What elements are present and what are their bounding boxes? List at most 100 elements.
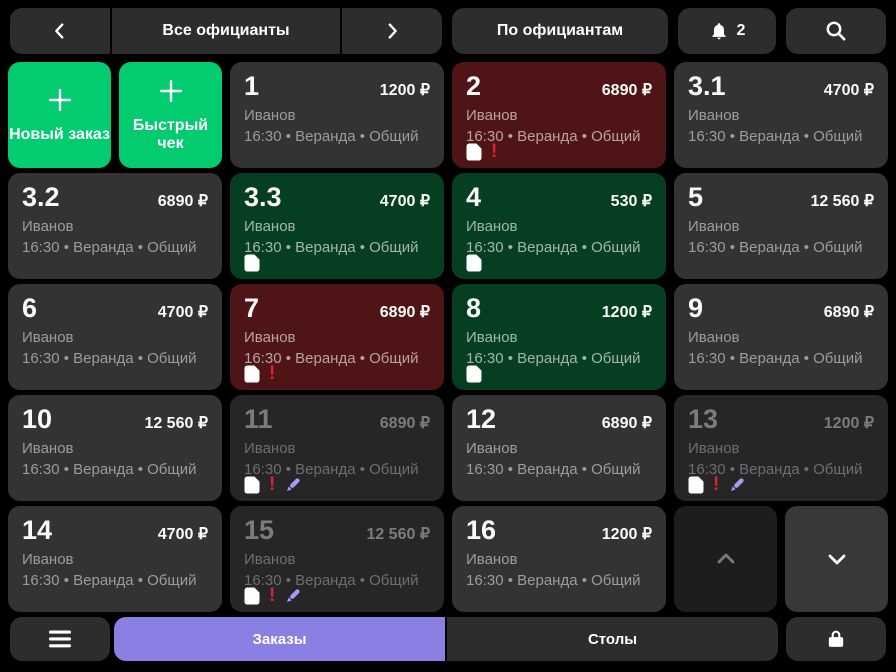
lock-button[interactable] — [786, 617, 886, 661]
order-badges: ! — [466, 142, 497, 161]
chevron-left-icon — [49, 20, 71, 42]
order-waiter: Иванов — [466, 551, 518, 569]
order-number: 14 — [22, 515, 53, 545]
order-number: 6 — [22, 293, 38, 323]
plus-icon — [46, 86, 74, 114]
alert-icon: ! — [269, 585, 276, 606]
order-card[interactable]: 14 4700 ₽ Иванов 16:30 • Веранда • Общий — [8, 506, 222, 612]
order-price: 4700 ₽ — [823, 82, 874, 99]
order-number: 7 — [244, 293, 260, 323]
order-price: 6890 ₽ — [601, 415, 652, 432]
order-waiter: Иванов — [466, 107, 518, 125]
order-badges: ! — [244, 364, 275, 383]
order-card[interactable]: 6 4700 ₽ Иванов 16:30 • Веранда • Общий — [8, 284, 222, 390]
order-waiter: Иванов — [244, 218, 296, 236]
scroll-down-button[interactable] — [785, 506, 888, 612]
order-card[interactable]: 9 6890 ₽ Иванов 16:30 • Веранда • Общий — [674, 284, 888, 390]
order-card[interactable]: 13 1200 ₽ Иванов 16:30 • Веранда • Общий … — [674, 395, 888, 501]
lock-icon — [825, 628, 847, 650]
new-order-label: Новый заказ — [9, 126, 110, 143]
order-badges: ! — [244, 586, 302, 605]
order-waiter: Иванов — [466, 329, 518, 347]
search-button[interactable] — [786, 8, 886, 54]
order-card[interactable]: 15 12 560 ₽ Иванов 16:30 • Веранда • Общи… — [230, 506, 444, 612]
order-price: 12 560 ₽ — [366, 526, 430, 543]
order-waiter: Иванов — [688, 329, 740, 347]
notifications-button[interactable]: 2 — [678, 8, 776, 54]
order-meta: 16:30 • Веранда • Общий — [244, 128, 419, 146]
prev-waiter-button[interactable] — [10, 8, 110, 54]
hamburger-icon — [48, 629, 72, 649]
order-badges: ! — [688, 475, 746, 494]
order-card[interactable]: 16 1200 ₽ Иванов 16:30 • Веранда • Общий — [452, 506, 666, 612]
order-price: 6890 ₽ — [601, 82, 652, 99]
order-number: 1 — [244, 71, 260, 101]
order-meta: 16:30 • Веранда • Общий — [244, 350, 419, 368]
chevron-up-icon — [712, 545, 740, 573]
order-number: 10 — [22, 404, 53, 434]
order-meta: 16:30 • Веранда • Общий — [688, 350, 863, 368]
order-waiter: Иванов — [244, 329, 296, 347]
order-card[interactable]: 7 6890 ₽ Иванов 16:30 • Веранда • Общий ! — [230, 284, 444, 390]
waiter-filter-label[interactable]: Все официанты — [112, 8, 340, 54]
order-waiter: Иванов — [22, 329, 74, 347]
quick-check-button[interactable]: Быстрый чек — [119, 62, 222, 168]
order-price: 6890 ₽ — [379, 304, 430, 321]
next-waiter-button[interactable] — [342, 8, 442, 54]
pencil-icon — [284, 587, 302, 605]
order-card[interactable]: 11 6890 ₽ Иванов 16:30 • Веранда • Общий … — [230, 395, 444, 501]
order-card[interactable]: 3.3 4700 ₽ Иванов 16:30 • Веранда • Общий — [230, 173, 444, 279]
search-icon — [824, 19, 848, 43]
order-waiter: Иванов — [244, 107, 296, 125]
order-price: 1200 ₽ — [601, 304, 652, 321]
order-meta: 16:30 • Веранда • Общий — [688, 461, 863, 479]
order-card[interactable]: 1 1200 ₽ Иванов 16:30 • Веранда • Общий — [230, 62, 444, 168]
order-card[interactable]: 5 12 560 ₽ Иванов 16:30 • Веранда • Общий — [674, 173, 888, 279]
order-card[interactable]: 3.2 6890 ₽ Иванов 16:30 • Веранда • Общий — [8, 173, 222, 279]
pencil-icon — [284, 476, 302, 494]
order-waiter: Иванов — [688, 218, 740, 236]
order-price: 6890 ₽ — [157, 193, 208, 210]
order-waiter: Иванов — [244, 440, 296, 458]
order-number: 3.1 — [688, 71, 726, 101]
order-meta: 16:30 • Веранда • Общий — [22, 572, 197, 590]
order-waiter: Иванов — [22, 440, 74, 458]
order-card[interactable]: 12 6890 ₽ Иванов 16:30 • Веранда • Общий — [452, 395, 666, 501]
order-number: 16 — [466, 515, 497, 545]
order-card[interactable]: 4 530 ₽ Иванов 16:30 • Веранда • Общий — [452, 173, 666, 279]
order-card[interactable]: 2 6890 ₽ Иванов 16:30 • Веранда • Общий ! — [452, 62, 666, 168]
view-tabs: Заказы Столы — [114, 617, 778, 661]
order-waiter: Иванов — [22, 551, 74, 569]
scroll-up-button[interactable] — [674, 506, 777, 612]
order-price: 1200 ₽ — [601, 526, 652, 543]
order-price: 1200 ₽ — [823, 415, 874, 432]
order-card[interactable]: 8 1200 ₽ Иванов 16:30 • Веранда • Общий — [452, 284, 666, 390]
order-price: 12 560 ₽ — [810, 193, 874, 210]
order-number: 2 — [466, 71, 482, 101]
order-price: 4700 ₽ — [157, 526, 208, 543]
receipt-icon — [466, 254, 482, 272]
order-card[interactable]: 10 12 560 ₽ Иванов 16:30 • Веранда • Общи… — [8, 395, 222, 501]
waiter-filter-segment: Все официанты — [10, 8, 442, 54]
receipt-icon — [244, 476, 260, 494]
tab-tables[interactable]: Столы — [447, 617, 778, 661]
receipt-icon — [244, 365, 260, 383]
order-price: 6890 ₽ — [823, 304, 874, 321]
by-waiters-button[interactable]: По официантам — [452, 8, 668, 54]
plus-icon — [157, 77, 185, 105]
order-number: 4 — [466, 182, 482, 212]
alert-icon: ! — [269, 474, 276, 495]
order-card[interactable]: 3.1 4700 ₽ Иванов 16:30 • Веранда • Общий — [674, 62, 888, 168]
receipt-icon — [244, 587, 260, 605]
order-number: 12 — [466, 404, 497, 434]
menu-button[interactable] — [10, 617, 110, 661]
notifications-count: 2 — [736, 22, 746, 39]
order-price: 6890 ₽ — [379, 415, 430, 432]
order-meta: 16:30 • Веранда • Общий — [466, 350, 641, 368]
alert-icon: ! — [491, 141, 498, 162]
orders-grid: Новый заказ Быстрый чек 1 1200 ₽ Иванов 1… — [0, 62, 896, 612]
order-meta: 16:30 • Веранда • Общий — [22, 350, 197, 368]
tab-orders[interactable]: Заказы — [114, 617, 445, 661]
order-meta: 16:30 • Веранда • Общий — [22, 461, 197, 479]
new-order-button[interactable]: Новый заказ — [8, 62, 111, 168]
